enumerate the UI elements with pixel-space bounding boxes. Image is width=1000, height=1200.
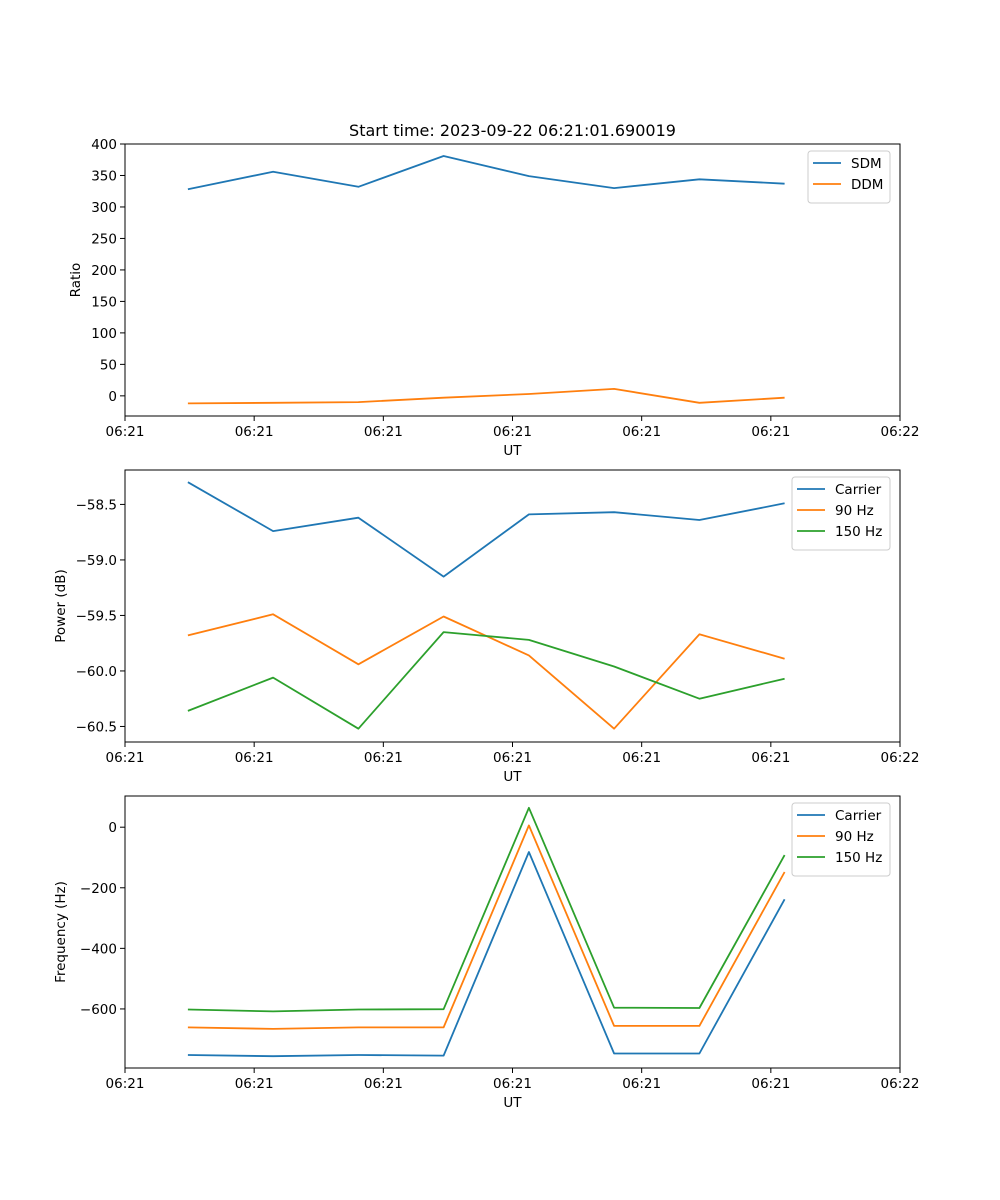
x-tick-label: 06:21: [235, 750, 274, 766]
y-tick-label: 100: [91, 326, 117, 342]
x-tick-label: 06:21: [751, 424, 790, 440]
y-tick-label: −600: [80, 1002, 117, 1018]
y-tick-label: 300: [91, 200, 117, 216]
series-line-90-hz: [187, 824, 786, 1030]
y-tick-label: 250: [91, 231, 117, 247]
x-tick-label: 06:21: [364, 1076, 403, 1092]
chart-panel-1: Start time: 2023-09-22 06:21:01.690019 06…: [68, 121, 919, 459]
y-tick-label: 0: [108, 389, 117, 405]
y-tick-label: 400: [91, 137, 117, 153]
y-tick-label: −60.0: [76, 664, 117, 680]
y-tick-label: −200: [80, 881, 117, 897]
x-tick-label: 06:21: [751, 1076, 790, 1092]
axes-frame: [124, 469, 901, 743]
series-line-ddm: [187, 387, 785, 405]
y-tick-label: −400: [80, 941, 117, 957]
x-tick-label: 06:21: [364, 750, 403, 766]
series-line-carrier: [187, 481, 785, 578]
axes-frame: [124, 795, 901, 1069]
y-tick-label: 150: [91, 294, 117, 310]
x-tick-label: 06:22: [881, 750, 920, 766]
legend: SDM DDM: [807, 150, 891, 204]
y-tick-label: 350: [91, 168, 117, 184]
x-tick-label: 06:21: [364, 424, 403, 440]
x-tick-label: 06:21: [751, 750, 790, 766]
x-tick-label: 06:21: [493, 750, 532, 766]
x-tick-label: 06:21: [493, 1076, 532, 1092]
y-tick-label: −59.0: [76, 553, 117, 569]
series-line-150-hz: [187, 631, 785, 730]
x-tick-label: 06:22: [881, 424, 920, 440]
legend-label: 150 Hz: [835, 524, 882, 540]
y-axis-label: Ratio: [68, 263, 84, 298]
legend: Carrier 90 Hz 150 Hz: [791, 476, 891, 551]
y-tick-label: 50: [100, 357, 117, 373]
legend-label: 90 Hz: [835, 503, 874, 519]
legend-label: 90 Hz: [835, 829, 874, 845]
x-tick-label: 06:21: [493, 424, 532, 440]
axes-frame: [124, 143, 901, 417]
x-axis-label: UT: [503, 1095, 522, 1111]
series-line-carrier: [187, 851, 786, 1058]
x-tick-label: 06:21: [622, 1076, 661, 1092]
x-tick-label: 06:21: [106, 750, 145, 766]
chart-title: Start time: 2023-09-22 06:21:01.690019: [349, 121, 676, 140]
y-axis-label: Power (dB): [53, 569, 69, 642]
legend-label: SDM: [851, 156, 882, 172]
x-tick-label: 06:22: [881, 1076, 920, 1092]
x-tick-label: 06:21: [106, 1076, 145, 1092]
y-axis-label: Frequency (Hz): [53, 881, 69, 983]
series-line-90-hz: [187, 613, 785, 730]
x-tick-label: 06:21: [235, 424, 274, 440]
chart-panel-3: 06:21 06:21 06:21 06:21 06:21 06:21 06:22 −600 −…: [53, 795, 920, 1111]
y-tick-label: −59.5: [76, 608, 117, 624]
legend-label: Carrier: [835, 808, 882, 824]
y-tick-label: 0: [108, 820, 117, 836]
x-axis-label: UT: [503, 769, 522, 785]
x-tick-label: 06:21: [235, 1076, 274, 1092]
x-tick-label: 06:21: [106, 424, 145, 440]
y-tick-label: 200: [91, 263, 117, 279]
y-tick-label: −58.5: [76, 497, 117, 513]
y-tick-label: −60.5: [76, 719, 117, 735]
legend-label: 150 Hz: [835, 850, 882, 866]
x-tick-label: 06:21: [622, 424, 661, 440]
x-tick-label: 06:21: [622, 750, 661, 766]
legend-label: DDM: [851, 177, 883, 193]
legend-label: Carrier: [835, 482, 882, 498]
x-axis-label: UT: [503, 443, 522, 459]
legend-frame: [807, 150, 891, 204]
chart-panel-2: 06:21 06:21 06:21 06:21 06:21 06:21 06:22 −60.5…: [53, 469, 920, 785]
legend: Carrier 90 Hz 150 Hz: [791, 802, 891, 877]
series-line-sdm: [187, 155, 785, 191]
series-line-150-hz: [187, 806, 786, 1013]
